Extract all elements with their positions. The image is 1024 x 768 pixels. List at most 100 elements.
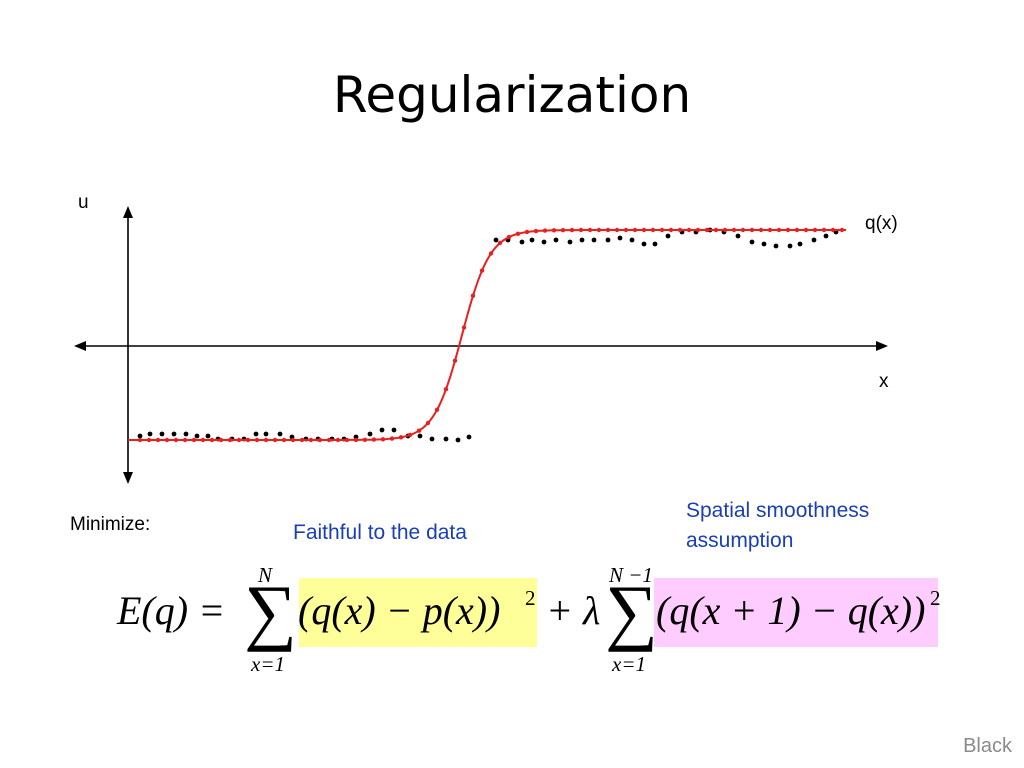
q-curve-point [641,227,647,233]
q-curve-point [677,227,683,233]
data-point [605,237,611,243]
q-curve-point [461,325,467,330]
q-curve-point [245,437,251,443]
q-curve-point [506,234,512,240]
smoothness-term-exponent: 2 [930,586,941,610]
q-curve-point [236,437,242,443]
slide-title: Regularization [332,66,692,124]
q-curve-point [281,437,287,443]
q-curve-point [560,228,566,233]
q-curve-point [299,437,305,443]
data-point [417,433,423,439]
q-curve-point [776,227,782,233]
sum2-sigma: ∑ [605,571,658,653]
data-term-exponent: 2 [525,586,536,610]
q-curve-point [218,437,224,443]
q-curve-point [362,437,368,442]
smooth-curve-q [128,227,846,443]
data-point [159,431,165,437]
q-curve-point [632,227,638,233]
q-curve-point [326,437,332,443]
q-curve-point [191,437,197,443]
q-curve-point [434,407,440,412]
q-curve-point [308,437,314,443]
data-point [455,437,461,443]
q-curve-point [650,227,656,233]
q-curve-point [524,229,530,235]
q-curve-point [794,227,800,233]
x-axis-arrow-right [876,341,888,351]
data-point [797,241,803,247]
data-point [367,431,373,437]
data-point [579,237,585,243]
sum1-sigma: ∑ [244,571,297,653]
q-curve-point [587,227,593,233]
data-point [553,237,559,243]
q-curve-point [830,227,836,233]
q-curve-point [551,228,557,233]
data-point [823,233,829,239]
data-point [519,239,525,245]
q-curve-point [344,437,350,443]
x-axis-arrow-left [74,341,86,351]
footer-credit: Black [963,735,1012,757]
data-point [171,431,177,437]
u-axis-arrow-bottom [123,472,133,484]
q-curve-point [704,227,710,233]
q-curve-point [416,428,422,433]
q-curve-point [452,358,458,363]
axes [74,206,888,484]
u-axis-label: u [78,192,89,213]
q-curve-point [407,432,413,438]
sum1-lower-limit: x=1 [251,652,285,676]
q-curve-point [605,227,611,233]
data-point [391,427,397,433]
data-point [529,237,535,243]
q-curve-point [371,437,377,442]
q-curve-point [263,437,269,443]
q-curve-point [713,227,719,233]
data-point [811,237,817,243]
data-point [652,241,658,247]
q-curve-point [470,293,476,298]
data-point [147,431,153,437]
smoothness-term: (q(x + 1) − q(x)) [656,588,926,633]
q-curve-point [542,228,548,233]
q-curve-point [686,227,692,233]
data-point [787,243,793,249]
faithful-to-data-label: Faithful to the data [293,521,467,544]
data-point [443,436,449,442]
data-term-highlight [299,578,537,647]
q-curve-point [200,437,206,443]
q-curve-point [659,227,665,233]
q-curve-point [533,228,539,234]
q-curve-point [497,240,503,246]
q-curve-point [803,227,809,233]
q-curve-point [821,227,827,233]
q-curve-point [173,437,179,443]
data-point [541,239,547,245]
data-point [617,235,623,241]
q-curve-point [488,251,494,256]
data-point [567,239,573,245]
data-points [137,227,839,443]
q-curve-point [812,227,818,233]
q-curve-point [596,227,602,233]
data-point [429,436,435,442]
q-curve-point [146,437,152,443]
data-point [591,237,597,243]
q-curve-point [731,227,737,233]
u-axis-arrow-top [123,206,133,218]
data-point [253,431,259,437]
q-curve-point [389,436,395,441]
q-curve-point [785,227,791,233]
sum2-lower-limit: x=1 [612,652,646,676]
data-point [277,431,283,437]
q-curve-point [578,227,584,233]
q-curve-point [722,227,728,233]
data-point [629,237,635,243]
q-curve-point [425,420,431,426]
q-curve-point [290,437,296,443]
data-point [493,237,499,243]
